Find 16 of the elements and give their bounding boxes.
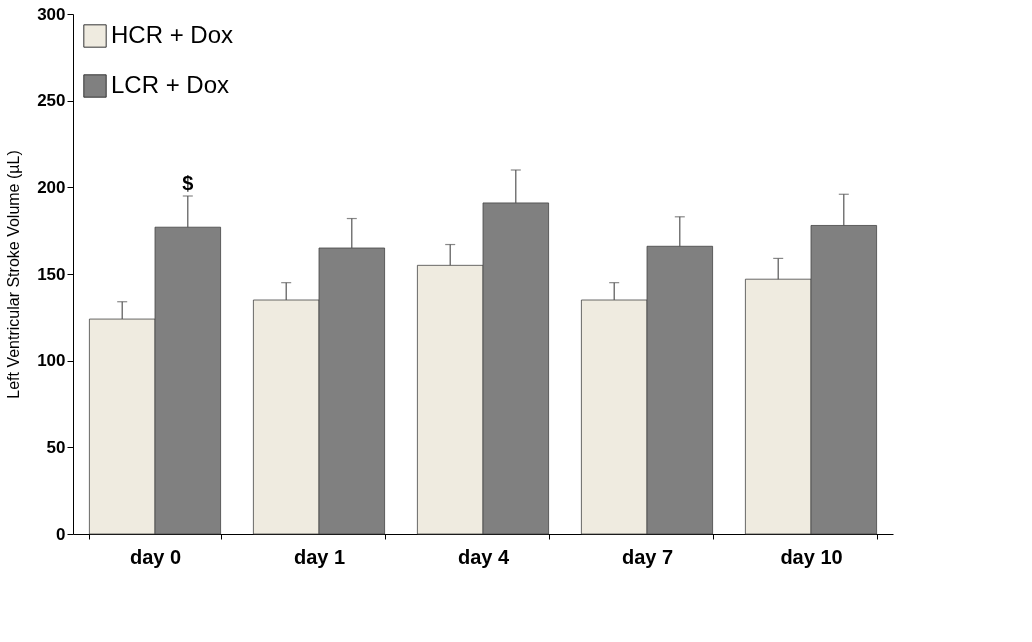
y-tick-label: 150: [37, 264, 66, 284]
x-tick-label: day 10: [780, 545, 843, 568]
x-tick-label: day 0: [129, 545, 182, 568]
x-tick-label: day 7: [621, 545, 674, 568]
y-axis-title: Left Ventricular Stroke Volume (µL): [4, 150, 22, 399]
y-tick-label: 50: [46, 437, 66, 457]
x-tick-label: day 1: [293, 545, 346, 568]
annotation: $: [182, 172, 194, 194]
y-tick-label: 0: [56, 524, 66, 544]
y-tick-label: 100: [37, 351, 66, 371]
y-tick-label: 200: [37, 177, 66, 197]
y-tick-label: 250: [37, 91, 66, 111]
y-tick-label: 300: [37, 4, 66, 24]
legend-label: LCR + Dox: [111, 71, 230, 98]
x-tick-label: day 4: [457, 545, 510, 568]
legend-label: HCR + Dox: [111, 21, 234, 48]
